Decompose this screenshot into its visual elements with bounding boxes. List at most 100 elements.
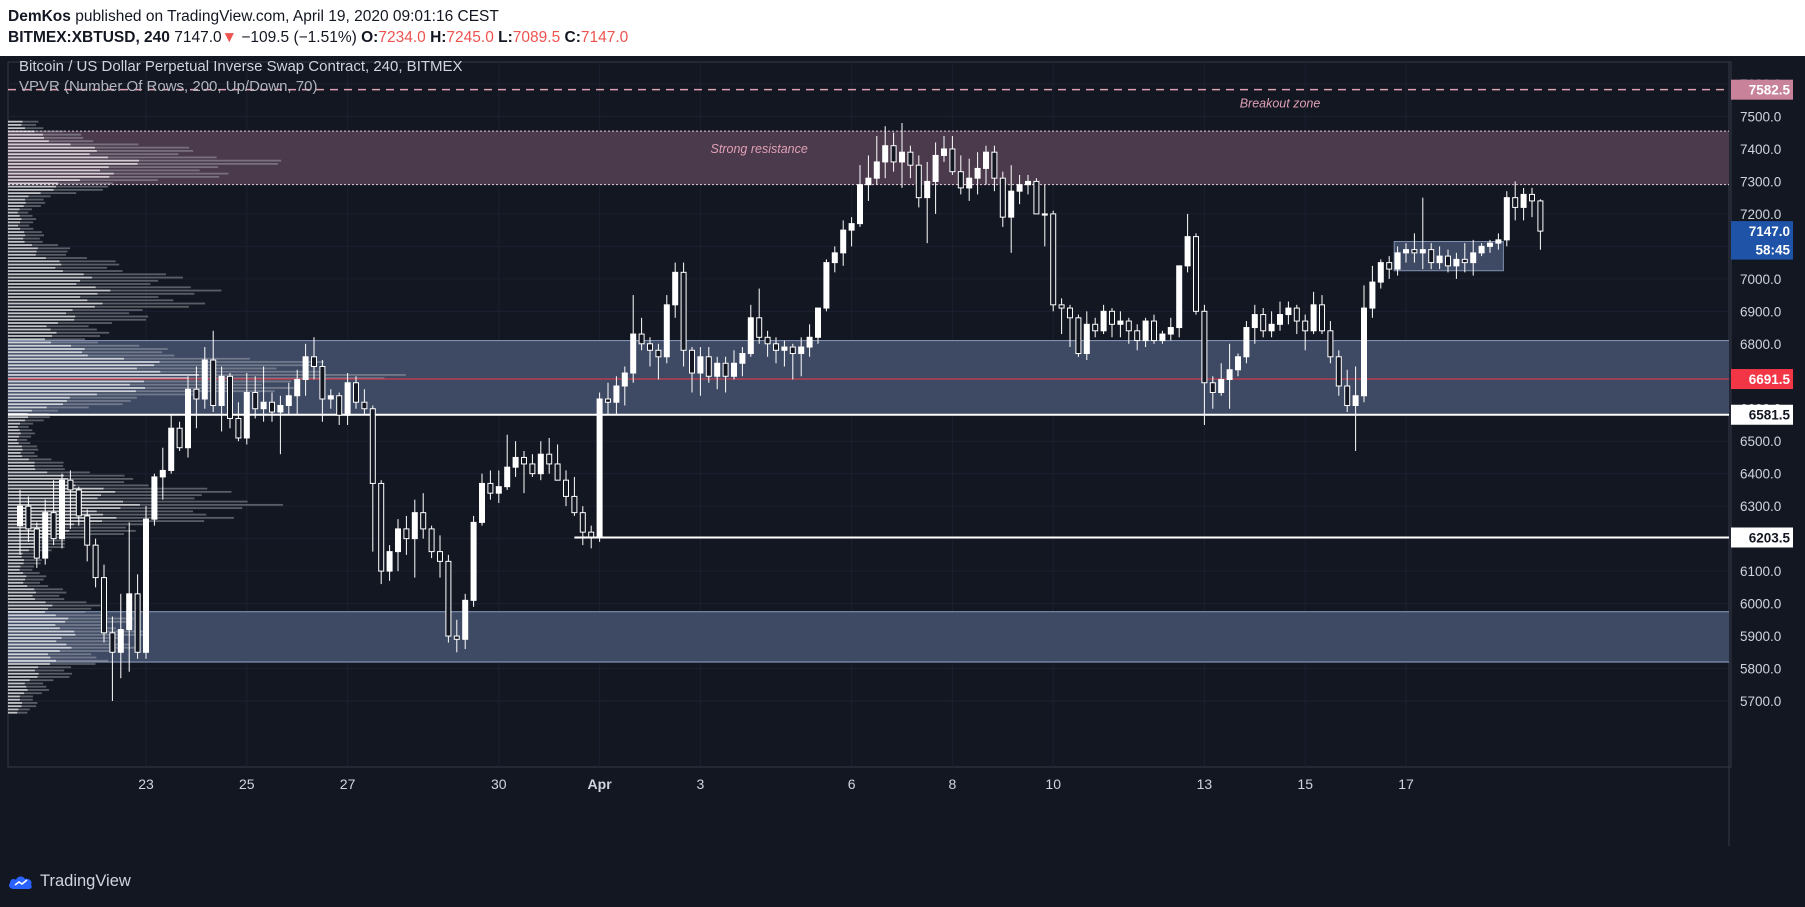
vpvr-bar-up <box>8 357 125 360</box>
vpvr-bar-down <box>66 400 131 402</box>
candle-body <box>1419 249 1426 254</box>
candle-body <box>420 512 427 530</box>
candle-body <box>781 346 788 351</box>
vpvr-bar-up <box>8 598 35 600</box>
candle-body <box>789 346 796 355</box>
vpvr-bar-up <box>8 663 51 665</box>
candle-body <box>1226 369 1233 381</box>
candle-body <box>1033 180 1040 215</box>
candle-body <box>462 599 469 640</box>
author-name[interactable]: DemKos <box>8 8 71 25</box>
vpvr-bar-down <box>113 172 229 175</box>
candle-body <box>344 382 351 416</box>
candle-body <box>42 512 49 559</box>
vpvr-bar-up <box>8 679 30 682</box>
vpvr-bar-up <box>8 344 72 347</box>
time-axis[interactable]: 23 25 27 30 Apr 3 6 8 10 13 15 17 <box>138 776 1414 792</box>
vpvr-bar-up <box>8 367 137 370</box>
vpvr-bar-down <box>23 581 40 584</box>
vpvr-bar-down <box>57 322 113 324</box>
vpvr-bar-up <box>8 640 57 643</box>
candle-body <box>1251 314 1258 329</box>
brand-name: TradingView <box>40 872 131 890</box>
tradingview-logo[interactable]: TradingView <box>8 872 131 891</box>
vpvr-bar-down <box>35 539 66 542</box>
vpvr-bar-down <box>36 250 68 253</box>
high-label: H: <box>430 29 447 46</box>
vpvr-bar-down <box>44 338 86 341</box>
vpvr-bar-up <box>8 458 29 461</box>
vpvr-bar-down <box>31 244 58 246</box>
vpvr-bar-down <box>154 364 313 367</box>
vpvr-bar-up <box>8 390 136 393</box>
candle-body <box>1235 356 1241 371</box>
vpvr-bar-up <box>8 672 39 675</box>
candle-body <box>621 372 628 387</box>
candle-body <box>109 632 116 653</box>
vpvr-bar-down <box>59 260 116 263</box>
vpvr-bar-down <box>62 403 123 406</box>
vpvr-bar-up <box>8 565 21 568</box>
price-tag-red-bg <box>1731 369 1793 390</box>
vpvr-bar-up <box>8 205 24 207</box>
candle-body <box>1428 249 1435 264</box>
vpvr-bar-up <box>8 361 160 363</box>
vpvr-bar-down <box>24 682 44 685</box>
vpvr-bar-up <box>8 393 97 396</box>
vpvr-bar-up <box>8 201 26 204</box>
vpvr-bar-up <box>8 279 81 282</box>
vpvr-bar-up <box>8 211 18 214</box>
vpvr-bar-up <box>8 299 88 302</box>
vpvr-bar-down <box>75 315 149 318</box>
candle-body <box>1319 304 1325 332</box>
vpvr-bar-down <box>97 497 195 500</box>
chart-panel[interactable]: Strong resistance Breakout zone 5700.0 580… <box>0 56 1805 861</box>
candle-body <box>798 346 805 355</box>
vpvr-bar-down <box>47 607 92 610</box>
candle-body <box>369 408 376 484</box>
vpvr-bar-down <box>188 377 385 380</box>
indicator-label[interactable]: VPVR (Number Of Rows, 200, Up/Down, 70) <box>19 78 317 95</box>
candle-body <box>143 518 149 653</box>
vpvr-bar-down <box>24 240 43 243</box>
vpvr-bar-up <box>8 380 144 383</box>
price-tag-current: 58:45 <box>1755 243 1790 258</box>
vpvr-bar-up <box>8 198 26 201</box>
vpvr-bar-up <box>8 708 19 711</box>
vpvr-bar-down <box>96 510 194 513</box>
candle-body <box>957 171 964 189</box>
vpvr-bar-down <box>25 201 46 204</box>
vpvr-bar-down <box>25 419 44 422</box>
vpvr-bar-down <box>19 435 32 438</box>
price-axis[interactable]: 5700.05800.05900.06000.06100.06200.06300… <box>1731 77 1793 709</box>
candle-body <box>33 528 40 559</box>
candle-body <box>1302 320 1309 332</box>
vpvr-bar-up <box>8 650 60 652</box>
vpvr-bar-down <box>139 503 283 506</box>
candle-body <box>17 505 23 527</box>
vpvr-bar-up <box>8 156 109 159</box>
vpvr-bar-up <box>8 240 25 243</box>
vpvr-bar-down <box>44 137 84 139</box>
candle-body <box>1117 320 1124 325</box>
vpvr-bar-up <box>8 549 29 552</box>
vpvr-bar-up <box>8 474 64 477</box>
price-chart[interactable]: Strong resistance Breakout zone 5700.0 580… <box>0 56 1805 861</box>
candle-body <box>932 154 939 182</box>
vpvr-bar-up <box>8 237 24 240</box>
vpvr-bar-down <box>139 159 282 162</box>
candle-body <box>731 362 737 377</box>
vpvr-bar-up <box>8 481 64 484</box>
candle-body <box>243 392 250 439</box>
vpvr-bar-up <box>8 685 27 688</box>
vpvr-bar-up <box>8 500 124 503</box>
instrument-title: Bitcoin / US Dollar Perpetual Inverse Sw… <box>19 58 463 75</box>
vpvr-bar-up <box>8 270 63 272</box>
close-value: 7147.0 <box>580 29 629 46</box>
vpvr-bar-down <box>71 344 140 347</box>
last-price: 7147.0 <box>174 29 222 46</box>
candle-body <box>521 456 527 465</box>
support-zone <box>8 340 1729 415</box>
candle-body <box>1058 304 1065 309</box>
vpvr-bar-down <box>66 312 130 315</box>
